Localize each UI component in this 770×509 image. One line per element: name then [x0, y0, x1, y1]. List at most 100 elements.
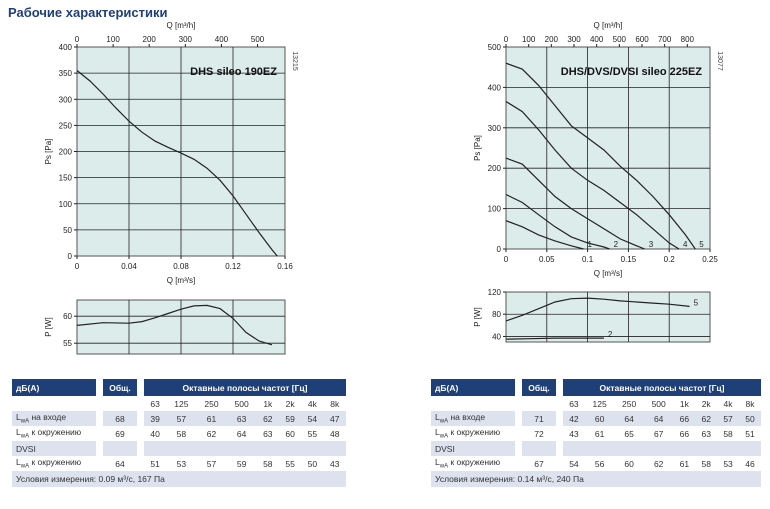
band-value	[614, 441, 644, 456]
band-value	[301, 441, 324, 456]
band-value: 60	[285, 428, 295, 439]
series-label-3: 3	[649, 240, 654, 249]
freq-cell: 250	[622, 398, 637, 409]
y-tick-label: 0	[68, 252, 73, 261]
table-header-row: дБ(A) Общ. Октавные полосы частот [Гц]	[12, 379, 346, 396]
band-value	[323, 441, 346, 456]
series-line-2	[505, 193, 610, 250]
x2-tick-label: 300	[179, 35, 193, 44]
band-value: 48	[330, 428, 340, 439]
y-tick-label: 400	[59, 43, 73, 52]
x2-tick-label: 0	[75, 35, 80, 44]
band-value: 51	[150, 458, 160, 469]
band-value: 51	[745, 428, 755, 439]
freq-cell: 8k	[330, 398, 340, 409]
band-value: 58	[701, 458, 711, 469]
chart-model-title: DHS sileo 190EZ	[190, 66, 277, 78]
freq-cell: 125	[592, 398, 607, 409]
row-total: 71	[522, 411, 556, 426]
x2-tick-label: 100	[522, 35, 536, 44]
row-label: LwA к окружению	[435, 457, 501, 470]
band-value: 66	[679, 428, 690, 439]
row-label: LwA к окружению	[16, 457, 82, 470]
y-tick-label: 120	[488, 288, 502, 297]
band-value: 53	[723, 458, 733, 469]
band-value	[563, 441, 585, 456]
x-tick-label: 0.05	[539, 255, 555, 264]
x2-tick-label: 500	[613, 35, 627, 44]
row-label: LwA на входе	[431, 411, 515, 426]
x2-tick-label: 200	[545, 35, 559, 44]
x-tick-label: 0.15	[621, 255, 637, 264]
y-tick-label: 300	[488, 124, 502, 133]
y-axis-label: Ps [Pa]	[473, 135, 482, 161]
x-axis-label: Q [m³/s]	[167, 276, 195, 285]
header-gap	[515, 379, 522, 396]
x2-tick-label: 300	[567, 35, 581, 44]
band-value: 55	[285, 458, 295, 469]
band-value: 57	[166, 411, 197, 426]
band-value	[673, 441, 696, 456]
noise-table-225ez: дБ(A) Общ. Октавные полосы частот [Гц] 63 12…	[431, 379, 761, 487]
table-row: LwA к окружению 69 40 58 62 64 63 60 55 48	[12, 426, 346, 441]
y-tick-label: 80	[492, 310, 501, 319]
y-axis-label: P [W]	[473, 307, 482, 326]
x2-tick-label: 400	[590, 35, 604, 44]
x2-tick-label: 700	[658, 35, 672, 44]
table-row: LwA к окружению 67 54 56 60 62 61 58 53 46	[431, 456, 761, 471]
band-value	[738, 441, 761, 456]
measurement-conditions: Условия измерения: 0.09 м³/с, 167 Па	[12, 471, 346, 487]
measurement-conditions: Условия измерения: 0.14 м³/с, 240 Па	[431, 471, 761, 487]
chart-code: 13077	[716, 51, 723, 71]
freq-cell: 63	[569, 398, 579, 409]
band-value: 60	[584, 411, 615, 426]
band-value: 64	[614, 411, 644, 426]
y-axis-label: P [W]	[44, 317, 53, 336]
freq-cell: 8k	[745, 398, 755, 409]
series-line-2	[505, 337, 604, 340]
x-axis-label: Q [m³/s]	[594, 269, 622, 278]
y-tick-label: 200	[488, 164, 502, 173]
band-value: 57	[717, 411, 739, 426]
table-row: LwA на входе 68 39 57 61 63 62 59 54 47	[12, 411, 346, 426]
x-tick-label: 0.04	[121, 262, 137, 271]
band-value: 43	[330, 458, 340, 469]
y-tick-label: 350	[59, 69, 73, 78]
band-value: 62	[256, 411, 279, 426]
band-value: 58	[723, 428, 733, 439]
plot-area-3	[505, 291, 711, 343]
row-label: LwA к окружению	[16, 427, 82, 440]
band-value: 63	[226, 411, 257, 426]
table-footer: Условия измерения: 0.09 м³/с, 167 Па	[12, 471, 346, 487]
band-value: 57	[206, 458, 217, 469]
series-line-1	[505, 220, 584, 250]
band-value: 54	[569, 458, 579, 469]
band-value	[166, 441, 197, 456]
band-value	[695, 441, 718, 456]
x2-axis-label: Q [m³/h]	[167, 21, 196, 30]
series-label-2: 2	[608, 330, 613, 339]
band-value: 56	[594, 458, 605, 469]
y-tick-label: 40	[492, 332, 501, 341]
band-value: 47	[323, 411, 346, 426]
band-value: 59	[278, 411, 302, 426]
band-value: 43	[569, 428, 579, 439]
y-tick-label: 250	[59, 121, 73, 130]
y-tick-label: 55	[63, 339, 72, 348]
freq-row: 63 125 250 500 1k 2k 4k 8k	[431, 396, 761, 411]
table-row: DVSI	[431, 441, 761, 456]
chart-code: 13215	[291, 51, 298, 71]
freq-cell: 4k	[307, 398, 317, 409]
y-tick-label: 100	[59, 200, 73, 209]
series-line-4	[505, 100, 680, 250]
band-value: 62	[206, 428, 217, 439]
row-total	[522, 441, 556, 456]
x2-axis-label: Q [m³/h]	[594, 21, 623, 30]
table-row: LwA к окружению 64 51 53 57 59 58 55 50 43	[12, 456, 346, 471]
row-total: 68	[103, 411, 137, 426]
band-value: 62	[695, 411, 718, 426]
table-header-row: дБ(A) Общ. Октавные полосы частот [Гц]	[431, 379, 761, 396]
band-value	[643, 441, 674, 456]
y-tick-label: 150	[59, 174, 73, 183]
